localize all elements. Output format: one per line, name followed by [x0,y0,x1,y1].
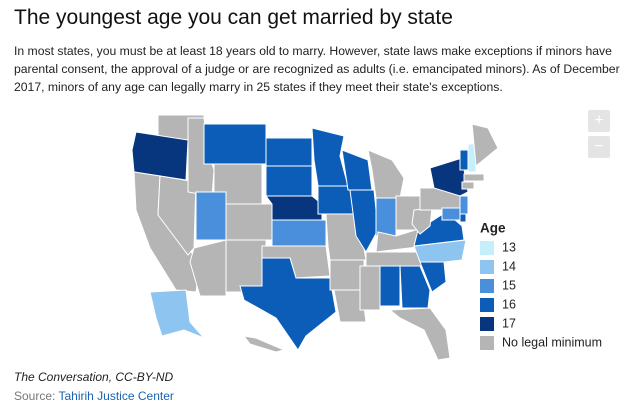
intro: In most states, you must be at least 18 … [14,44,620,94]
legend-title: Age [480,221,506,236]
state [239,257,337,351]
state [441,207,461,221]
state [271,219,327,247]
zoom-in[interactable]: + [588,110,610,132]
state [149,289,205,339]
state [225,239,267,293]
legend-label: No legal minimum [502,335,602,349]
state [265,165,313,197]
legend-swatch [480,317,494,331]
legend-label: 15 [502,278,516,292]
legend-label: 16 [502,297,516,311]
legend-swatch [480,298,494,312]
legend-swatch [480,279,494,293]
state [388,307,451,361]
legend-swatch [480,260,494,274]
state [349,189,379,253]
source: Source: Tahirih Justice Center [14,389,174,403]
credit: The Conversation, CC-BY-ND [14,370,174,384]
state [375,197,397,237]
state [242,335,286,353]
state [333,289,367,323]
state [429,157,469,197]
state [463,173,485,182]
state [379,265,401,307]
state [189,239,227,297]
state [467,143,477,173]
state [459,195,469,215]
legend-swatch [480,336,494,350]
legend-label: 14 [502,259,516,273]
state [329,259,365,291]
zoom-out[interactable]: − [588,136,610,158]
source-link[interactable]: Tahirih Justice Center [58,389,174,403]
legend-swatch [480,241,494,255]
state [459,149,469,171]
state [225,203,273,241]
title: The youngest age you can get married by … [14,6,453,29]
source-label: Source: [14,389,56,403]
state [471,123,499,167]
state [461,181,475,190]
state [203,123,267,165]
legend-label: 13 [502,240,516,254]
state [399,265,431,309]
state [459,213,467,223]
state [265,137,313,167]
state [195,191,227,241]
legend-label: 17 [502,316,516,330]
state [359,265,381,311]
state [265,195,323,221]
